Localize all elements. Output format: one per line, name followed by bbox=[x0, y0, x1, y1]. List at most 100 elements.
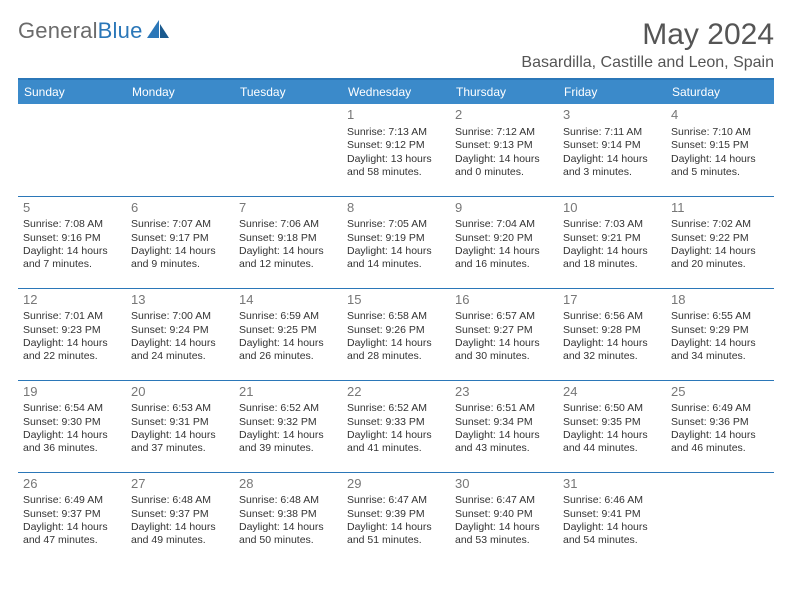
sunrise-line: Sunrise: 6:46 AM bbox=[563, 494, 661, 507]
calendar-table: Sunday Monday Tuesday Wednesday Thursday… bbox=[18, 80, 774, 564]
daylight-line: and 5 minutes. bbox=[671, 166, 769, 179]
calendar-cell: 4Sunrise: 7:10 AMSunset: 9:15 PMDaylight… bbox=[666, 104, 774, 196]
day-number: 17 bbox=[563, 292, 661, 309]
daylight-line: Daylight: 14 hours bbox=[671, 429, 769, 442]
day-number: 30 bbox=[455, 476, 553, 493]
daylight-line: and 30 minutes. bbox=[455, 350, 553, 363]
daylight-line: Daylight: 14 hours bbox=[239, 245, 337, 258]
calendar-cell bbox=[234, 104, 342, 196]
sunset-line: Sunset: 9:40 PM bbox=[455, 508, 553, 521]
sunset-line: Sunset: 9:25 PM bbox=[239, 324, 337, 337]
sunset-line: Sunset: 9:29 PM bbox=[671, 324, 769, 337]
header: GeneralBlue May 2024 Basardilla, Castill… bbox=[18, 18, 774, 72]
sunrise-line: Sunrise: 6:57 AM bbox=[455, 310, 553, 323]
daylight-line: Daylight: 14 hours bbox=[347, 337, 445, 350]
calendar-cell: 21Sunrise: 6:52 AMSunset: 9:32 PMDayligh… bbox=[234, 380, 342, 472]
day-number: 29 bbox=[347, 476, 445, 493]
sunrise-line: Sunrise: 7:02 AM bbox=[671, 218, 769, 231]
calendar-cell bbox=[18, 104, 126, 196]
title-block: May 2024 Basardilla, Castille and Leon, … bbox=[521, 18, 774, 72]
daylight-line: Daylight: 14 hours bbox=[671, 337, 769, 350]
calendar-cell: 11Sunrise: 7:02 AMSunset: 9:22 PMDayligh… bbox=[666, 196, 774, 288]
daylight-line: and 22 minutes. bbox=[23, 350, 121, 363]
sunset-line: Sunset: 9:13 PM bbox=[455, 139, 553, 152]
sunset-line: Sunset: 9:38 PM bbox=[239, 508, 337, 521]
sunset-line: Sunset: 9:18 PM bbox=[239, 232, 337, 245]
calendar-cell: 30Sunrise: 6:47 AMSunset: 9:40 PMDayligh… bbox=[450, 472, 558, 564]
day-header: Monday bbox=[126, 80, 234, 104]
sunrise-line: Sunrise: 7:05 AM bbox=[347, 218, 445, 231]
day-number: 1 bbox=[347, 107, 445, 124]
calendar-cell: 17Sunrise: 6:56 AMSunset: 9:28 PMDayligh… bbox=[558, 288, 666, 380]
calendar-week-row: 12Sunrise: 7:01 AMSunset: 9:23 PMDayligh… bbox=[18, 288, 774, 380]
calendar-cell: 5Sunrise: 7:08 AMSunset: 9:16 PMDaylight… bbox=[18, 196, 126, 288]
sunset-line: Sunset: 9:22 PM bbox=[671, 232, 769, 245]
sail-icon bbox=[145, 18, 171, 40]
daylight-line: Daylight: 14 hours bbox=[23, 429, 121, 442]
daylight-line: Daylight: 14 hours bbox=[455, 153, 553, 166]
day-number: 21 bbox=[239, 384, 337, 401]
sunset-line: Sunset: 9:36 PM bbox=[671, 416, 769, 429]
calendar-cell: 12Sunrise: 7:01 AMSunset: 9:23 PMDayligh… bbox=[18, 288, 126, 380]
sunset-line: Sunset: 9:27 PM bbox=[455, 324, 553, 337]
sunrise-line: Sunrise: 7:06 AM bbox=[239, 218, 337, 231]
daylight-line: and 3 minutes. bbox=[563, 166, 661, 179]
sunset-line: Sunset: 9:35 PM bbox=[563, 416, 661, 429]
calendar-cell: 27Sunrise: 6:48 AMSunset: 9:37 PMDayligh… bbox=[126, 472, 234, 564]
sunrise-line: Sunrise: 6:54 AM bbox=[23, 402, 121, 415]
sunset-line: Sunset: 9:15 PM bbox=[671, 139, 769, 152]
day-number: 16 bbox=[455, 292, 553, 309]
sunset-line: Sunset: 9:20 PM bbox=[455, 232, 553, 245]
calendar-cell: 28Sunrise: 6:48 AMSunset: 9:38 PMDayligh… bbox=[234, 472, 342, 564]
daylight-line: Daylight: 13 hours bbox=[347, 153, 445, 166]
day-number: 5 bbox=[23, 200, 121, 217]
daylight-line: Daylight: 14 hours bbox=[455, 429, 553, 442]
calendar-cell: 6Sunrise: 7:07 AMSunset: 9:17 PMDaylight… bbox=[126, 196, 234, 288]
calendar-cell bbox=[666, 472, 774, 564]
day-header: Friday bbox=[558, 80, 666, 104]
daylight-line: and 12 minutes. bbox=[239, 258, 337, 271]
day-header-row: Sunday Monday Tuesday Wednesday Thursday… bbox=[18, 80, 774, 104]
sunset-line: Sunset: 9:19 PM bbox=[347, 232, 445, 245]
calendar-cell: 18Sunrise: 6:55 AMSunset: 9:29 PMDayligh… bbox=[666, 288, 774, 380]
sunset-line: Sunset: 9:30 PM bbox=[23, 416, 121, 429]
daylight-line: and 20 minutes. bbox=[671, 258, 769, 271]
day-number: 31 bbox=[563, 476, 661, 493]
calendar-cell: 23Sunrise: 6:51 AMSunset: 9:34 PMDayligh… bbox=[450, 380, 558, 472]
calendar-cell: 31Sunrise: 6:46 AMSunset: 9:41 PMDayligh… bbox=[558, 472, 666, 564]
daylight-line: Daylight: 14 hours bbox=[131, 337, 229, 350]
day-number: 2 bbox=[455, 107, 553, 124]
daylight-line: Daylight: 14 hours bbox=[347, 521, 445, 534]
daylight-line: Daylight: 14 hours bbox=[455, 337, 553, 350]
day-number: 10 bbox=[563, 200, 661, 217]
calendar-cell: 22Sunrise: 6:52 AMSunset: 9:33 PMDayligh… bbox=[342, 380, 450, 472]
daylight-line: and 43 minutes. bbox=[455, 442, 553, 455]
daylight-line: and 16 minutes. bbox=[455, 258, 553, 271]
sunrise-line: Sunrise: 7:00 AM bbox=[131, 310, 229, 323]
calendar-cell: 29Sunrise: 6:47 AMSunset: 9:39 PMDayligh… bbox=[342, 472, 450, 564]
calendar-week-row: 26Sunrise: 6:49 AMSunset: 9:37 PMDayligh… bbox=[18, 472, 774, 564]
sunrise-line: Sunrise: 7:07 AM bbox=[131, 218, 229, 231]
sunrise-line: Sunrise: 6:55 AM bbox=[671, 310, 769, 323]
sunrise-line: Sunrise: 6:47 AM bbox=[455, 494, 553, 507]
daylight-line: Daylight: 14 hours bbox=[671, 153, 769, 166]
calendar-cell: 8Sunrise: 7:05 AMSunset: 9:19 PMDaylight… bbox=[342, 196, 450, 288]
sunset-line: Sunset: 9:31 PM bbox=[131, 416, 229, 429]
location: Basardilla, Castille and Leon, Spain bbox=[521, 54, 774, 72]
daylight-line: and 28 minutes. bbox=[347, 350, 445, 363]
daylight-line: and 37 minutes. bbox=[131, 442, 229, 455]
sunrise-line: Sunrise: 6:58 AM bbox=[347, 310, 445, 323]
daylight-line: Daylight: 14 hours bbox=[131, 245, 229, 258]
daylight-line: Daylight: 14 hours bbox=[131, 521, 229, 534]
logo: GeneralBlue bbox=[18, 18, 171, 44]
day-header: Tuesday bbox=[234, 80, 342, 104]
calendar-cell bbox=[126, 104, 234, 196]
daylight-line: and 14 minutes. bbox=[347, 258, 445, 271]
sunrise-line: Sunrise: 7:04 AM bbox=[455, 218, 553, 231]
sunrise-line: Sunrise: 6:49 AM bbox=[671, 402, 769, 415]
daylight-line: Daylight: 14 hours bbox=[131, 429, 229, 442]
sunset-line: Sunset: 9:41 PM bbox=[563, 508, 661, 521]
calendar-cell: 15Sunrise: 6:58 AMSunset: 9:26 PMDayligh… bbox=[342, 288, 450, 380]
sunrise-line: Sunrise: 7:08 AM bbox=[23, 218, 121, 231]
daylight-line: and 51 minutes. bbox=[347, 534, 445, 547]
